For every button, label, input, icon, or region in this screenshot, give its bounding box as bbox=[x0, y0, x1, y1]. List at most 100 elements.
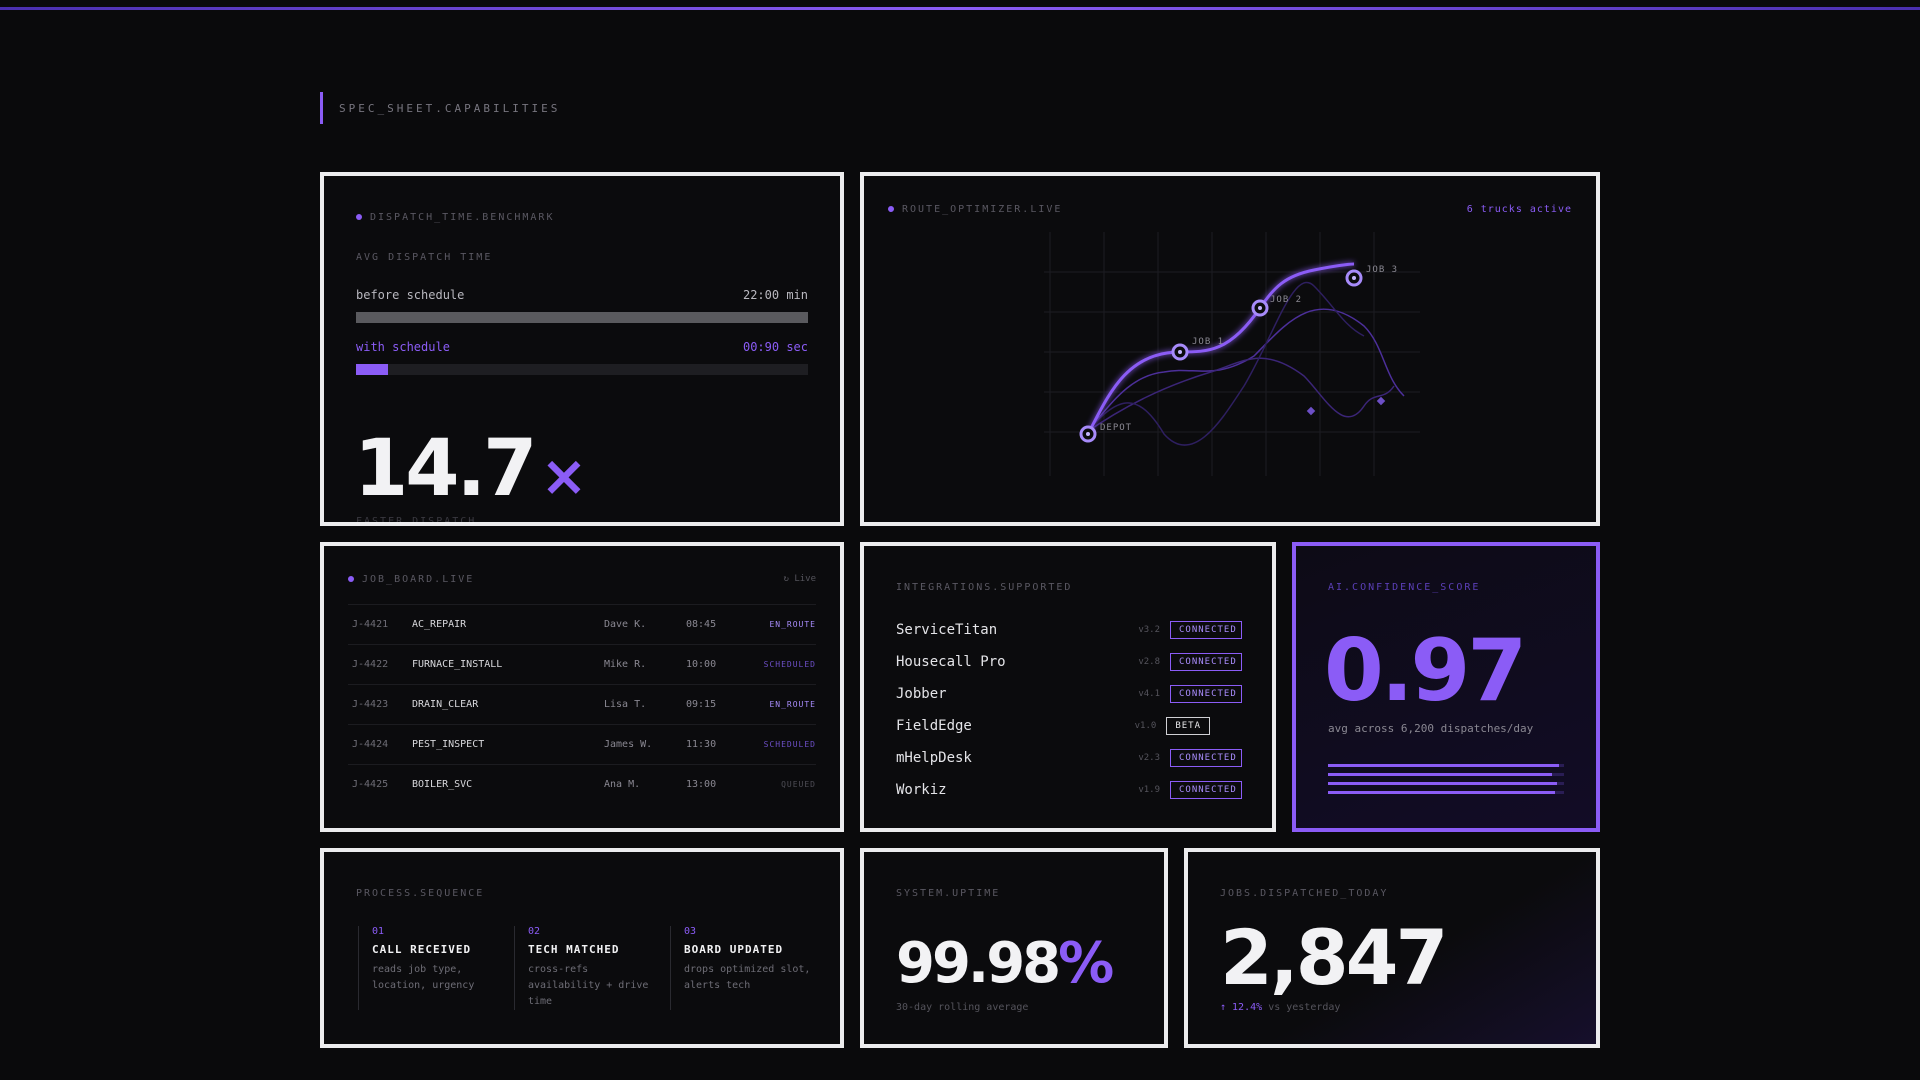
with-value: 00:90 sec bbox=[742, 340, 808, 354]
step-number: 02 bbox=[528, 926, 541, 937]
integration-version: v2.3 bbox=[1138, 753, 1160, 763]
integration-status-badge: BETA bbox=[1166, 717, 1210, 735]
job-tech: Lisa T. bbox=[604, 684, 686, 725]
integration-row[interactable]: mHelpDesk v2.3 CONNECTED bbox=[896, 742, 1242, 774]
before-bar-fill bbox=[356, 312, 808, 323]
dispatch-card-label-text: DISPATCH_TIME.BENCHMARK bbox=[370, 212, 555, 223]
speedup-caption: FASTER DISPATCH bbox=[356, 516, 477, 526]
integration-version: v4.1 bbox=[1138, 689, 1160, 699]
job-time: 10:00 bbox=[686, 644, 756, 685]
before-schedule-row: before schedule 22:00 min bbox=[356, 288, 808, 323]
integration-status-badge: CONNECTED bbox=[1170, 621, 1242, 639]
live-refresh-indicator[interactable]: ↻ Live bbox=[783, 574, 816, 584]
job-time: 09:15 bbox=[686, 684, 756, 725]
job-id: J-4425 bbox=[348, 764, 412, 805]
uptime-number: 99.98 bbox=[896, 931, 1061, 996]
alt-route-line-3 bbox=[1083, 282, 1365, 446]
stop-depot bbox=[1079, 425, 1097, 443]
integration-status-badge: CONNECTED bbox=[1170, 685, 1242, 703]
delta-value: ↑ 12.4% bbox=[1220, 1002, 1263, 1013]
confidence-bar bbox=[1328, 764, 1564, 767]
avg-dispatch-label: AVG DISPATCH TIME bbox=[356, 252, 493, 263]
process-step-2: 02 TECH MATCHED cross-refs availability + … bbox=[514, 926, 664, 1010]
with-bar-fill bbox=[356, 364, 388, 375]
step-description: reads job type, location, urgency bbox=[372, 964, 475, 991]
job-tech: Ana M. bbox=[604, 764, 686, 805]
waypoint-marker bbox=[1306, 406, 1316, 416]
system-uptime-card: SYSTEM.UPTIME 99.98% 30-day rolling aver… bbox=[860, 848, 1168, 1048]
ai-label: AI.CONFIDENCE_SCORE bbox=[1328, 582, 1481, 593]
job-id: J-4424 bbox=[348, 724, 412, 765]
jobs-today-label: JOBS.DISPATCHED_TODAY bbox=[1220, 888, 1389, 899]
uptime-label: SYSTEM.UPTIME bbox=[896, 888, 1001, 899]
step-number: 03 bbox=[684, 926, 697, 937]
section-title-text: SPEC_SHEET.CAPABILITIES bbox=[339, 101, 561, 115]
uptime-caption: 30-day rolling average bbox=[896, 1002, 1029, 1013]
job-type: DRAIN_CLEAR bbox=[412, 684, 604, 725]
dispatch-time-card: DISPATCH_TIME.BENCHMARK AVG DISPATCH TIM… bbox=[320, 172, 844, 526]
alt-route-line bbox=[1083, 308, 1405, 435]
confidence-bar-fill bbox=[1328, 782, 1557, 785]
integration-name: Housecall Pro bbox=[896, 654, 1006, 670]
live-dot-icon bbox=[348, 576, 354, 582]
optimized-route-line bbox=[1086, 262, 1355, 435]
integration-name: ServiceTitan bbox=[896, 622, 998, 638]
jobs-dispatched-card: JOBS.DISPATCHED_TODAY 2,847 ↑ 12.4% vs y… bbox=[1184, 848, 1600, 1048]
job-id: J-4421 bbox=[348, 604, 412, 645]
uptime-value: 99.98% bbox=[896, 931, 1114, 996]
stop-job-1 bbox=[1171, 343, 1189, 361]
job-board-label-text: JOB_BOARD.LIVE bbox=[362, 574, 475, 585]
route-card-label: ROUTE_OPTIMIZER.LIVE bbox=[888, 204, 1062, 215]
integration-row[interactable]: ServiceTitan v3.2 CONNECTED bbox=[896, 614, 1242, 646]
table-row[interactable]: J-4425 BOILER_SVC Ana M. 13:00 QUEUED bbox=[348, 764, 816, 805]
integration-status-badge: CONNECTED bbox=[1170, 749, 1242, 767]
table-row[interactable]: J-4421 AC_REPAIR Dave K. 08:45 EN_ROUTE bbox=[348, 604, 816, 645]
table-row[interactable]: J-4423 DRAIN_CLEAR Lisa T. 09:15 EN_ROUTE bbox=[348, 684, 816, 725]
stop-label-job-3: JOB 3 bbox=[1366, 265, 1398, 275]
with-schedule-row: with schedule 00:90 sec bbox=[356, 340, 808, 375]
stop-label-depot: DEPOT bbox=[1100, 423, 1132, 433]
job-time: 08:45 bbox=[686, 604, 756, 645]
jobs-today-delta: ↑ 12.4% vs yesterday bbox=[1220, 1002, 1340, 1013]
integration-status-badge: CONNECTED bbox=[1170, 781, 1242, 799]
top-accent-line bbox=[0, 7, 1920, 10]
confidence-bar-fill bbox=[1328, 764, 1560, 767]
with-bar bbox=[356, 364, 808, 375]
step-description: drops optimized slot, alerts tech bbox=[684, 964, 811, 991]
step-title: BOARD UPDATED bbox=[684, 943, 784, 956]
integration-name: Workiz bbox=[896, 782, 947, 798]
table-row[interactable]: J-4422 FURNACE_INSTALL Mike R. 10:00 SCHEDUL… bbox=[348, 644, 816, 685]
integration-row[interactable]: Workiz v1.9 CONNECTED bbox=[896, 774, 1242, 806]
integrations-card: INTEGRATIONS.SUPPORTED ServiceTitan v3.2 C… bbox=[860, 542, 1276, 832]
step-title: TECH MATCHED bbox=[528, 943, 620, 956]
confidence-bar bbox=[1328, 791, 1564, 794]
integration-row[interactable]: Housecall Pro v2.8 CONNECTED bbox=[896, 646, 1242, 678]
uptime-suffix: % bbox=[1058, 931, 1114, 996]
before-label: before schedule bbox=[356, 288, 465, 302]
process-step-1: 01 CALL RECEIVED reads job type, location,… bbox=[358, 926, 508, 1010]
table-row[interactable]: J-4424 PEST_INSPECT James W. 11:30 SCHEDULED bbox=[348, 724, 816, 765]
job-type: BOILER_SVC bbox=[412, 764, 604, 805]
with-label: with schedule bbox=[356, 340, 450, 354]
section-title: SPEC_SHEET.CAPABILITIES bbox=[320, 92, 560, 124]
stop-job-2 bbox=[1251, 299, 1269, 317]
integrations-label: INTEGRATIONS.SUPPORTED bbox=[896, 582, 1073, 593]
integration-row[interactable]: FieldEdge v1.0 BETA bbox=[896, 710, 1242, 742]
stop-job-3 bbox=[1345, 269, 1363, 287]
confidence-bar bbox=[1328, 773, 1564, 776]
integration-name: FieldEdge bbox=[896, 718, 972, 734]
job-type: PEST_INSPECT bbox=[412, 724, 604, 765]
before-value: 22:00 min bbox=[742, 288, 808, 302]
integration-version: v1.0 bbox=[1134, 721, 1157, 731]
integration-version: v1.9 bbox=[1138, 785, 1160, 795]
integration-row[interactable]: Jobber v4.1 CONNECTED bbox=[896, 678, 1242, 710]
route-grid bbox=[1044, 232, 1420, 476]
job-type: AC_REPAIR bbox=[412, 604, 604, 645]
confidence-bar bbox=[1328, 782, 1564, 785]
confidence-bar-fill bbox=[1328, 773, 1553, 776]
job-tech: James W. bbox=[604, 724, 686, 765]
job-board-label: JOB_BOARD.LIVE bbox=[348, 574, 474, 585]
route-card-label-text: ROUTE_OPTIMIZER.LIVE bbox=[902, 204, 1063, 215]
alt-route-line-2 bbox=[1083, 357, 1395, 435]
job-status: EN_ROUTE bbox=[756, 684, 816, 725]
